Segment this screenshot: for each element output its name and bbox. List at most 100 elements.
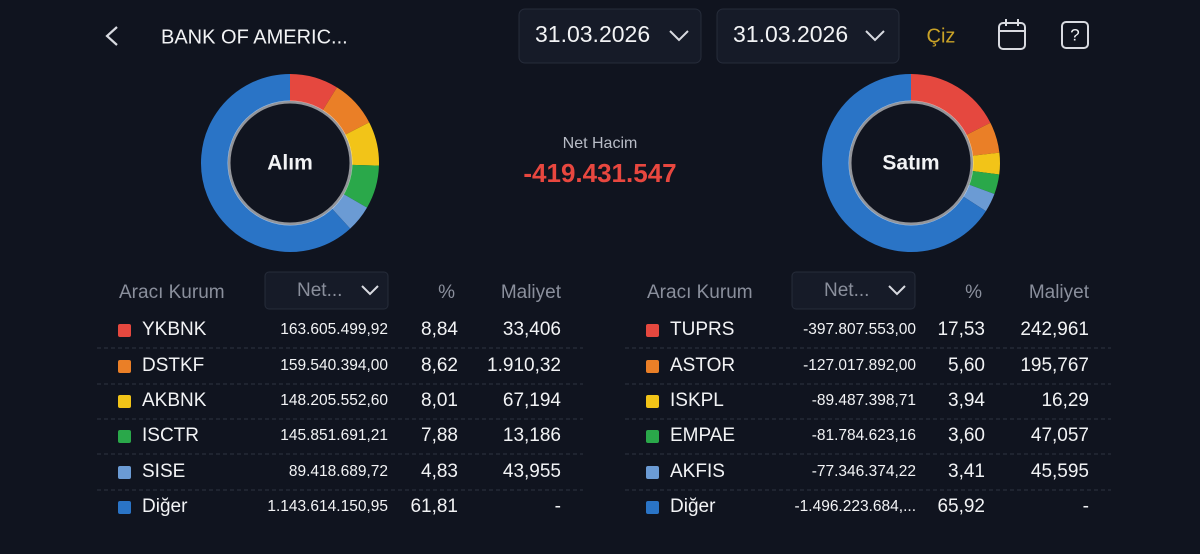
color-swatch — [118, 324, 131, 337]
color-swatch — [646, 466, 659, 479]
end-date-picker[interactable] — [716, 8, 900, 64]
percent: 3,60 — [948, 425, 985, 446]
percent: 3,94 — [948, 390, 985, 411]
net-value: -81.784.623,16 — [812, 427, 916, 444]
broker-name: DSTKF — [142, 355, 204, 376]
net-value: 148.205.552,60 — [280, 392, 388, 409]
cost: 16,29 — [1041, 390, 1089, 411]
color-swatch — [118, 501, 131, 514]
percent: 61,81 — [410, 496, 458, 517]
donut-segment — [343, 164, 379, 208]
cost: 45,595 — [1031, 461, 1089, 482]
percent: 8,62 — [421, 355, 458, 376]
broker-name: TUPRS — [670, 319, 734, 340]
percent: 65,92 — [937, 496, 985, 517]
broker-name: ISCTR — [142, 425, 199, 446]
broker-name: ASTOR — [670, 355, 735, 376]
cost: 13,186 — [503, 425, 561, 446]
column-header: % — [965, 282, 982, 303]
color-swatch — [118, 466, 131, 479]
broker-name: ISKPL — [670, 390, 724, 411]
net-value: 159.540.394,00 — [280, 357, 388, 374]
column-header: Net... — [297, 280, 342, 301]
broker-name: Diğer — [670, 496, 716, 517]
percent: 8,01 — [421, 390, 458, 411]
percent: 4,83 — [421, 461, 458, 482]
column-header: Aracı Kurum — [119, 282, 225, 303]
cost: 47,057 — [1031, 425, 1089, 446]
sort-dropdown[interactable] — [791, 271, 916, 310]
net-value: -77.346.374,22 — [812, 463, 916, 480]
net-value: -89.487.398,71 — [812, 392, 916, 409]
color-swatch — [646, 430, 659, 443]
net-value: -1.496.223.684,... — [794, 498, 916, 515]
donut-segment — [344, 122, 379, 166]
cost: - — [1083, 496, 1089, 517]
color-swatch — [646, 501, 659, 514]
broker-name: YKBNK — [142, 319, 207, 340]
calendar-button[interactable] — [998, 19, 1026, 50]
cost: 67,194 — [503, 390, 562, 411]
net-volume-label: Net Hacim — [563, 135, 638, 152]
color-swatch — [118, 430, 131, 443]
column-header: Net... — [824, 280, 869, 301]
donut-segment — [289, 74, 337, 111]
help-icon: ? — [1070, 25, 1079, 44]
color-swatch — [118, 360, 131, 373]
cost: 242,961 — [1020, 319, 1089, 340]
donut-title: Alım — [267, 152, 313, 175]
broker-name: SISE — [142, 461, 185, 482]
broker-name: AKBNK — [142, 390, 207, 411]
broker-name: Diğer — [142, 496, 188, 517]
percent: 17,53 — [937, 319, 985, 340]
broker-name: EMPAE — [670, 425, 735, 446]
donut-inner-ring — [848, 100, 974, 226]
percent: 7,88 — [421, 425, 458, 446]
help-button[interactable]: ? — [1061, 21, 1089, 49]
start-date: 31.03.2026 — [535, 21, 650, 47]
donut-title: Satım — [882, 152, 939, 175]
cost: 33,406 — [503, 319, 561, 340]
chevron — [669, 30, 689, 42]
back-button[interactable] — [105, 26, 118, 46]
end-date: 31.03.2026 — [733, 21, 848, 47]
draw-button[interactable]: Çiz — [927, 25, 956, 47]
cost: 195,767 — [1020, 355, 1089, 376]
broker-name: AKFIS — [670, 461, 725, 482]
chevron — [888, 285, 906, 296]
column-header: Maliyet — [1029, 282, 1090, 303]
net-value: -127.017.892,00 — [803, 357, 916, 374]
donut-segment — [962, 184, 995, 212]
chevron — [865, 30, 885, 42]
column-header: % — [438, 282, 455, 303]
column-header: Aracı Kurum — [647, 282, 753, 303]
donut-segment — [322, 87, 370, 136]
percent: 5,60 — [948, 355, 985, 376]
column-header: Maliyet — [501, 282, 562, 303]
color-swatch — [646, 395, 659, 408]
page-title: BANK OF AMERIC... — [161, 26, 348, 48]
cost: 43,955 — [503, 461, 561, 482]
net-value: 163.605.499,92 — [280, 321, 388, 338]
percent: 3,41 — [948, 461, 985, 482]
net-volume-value: -419.431.547 — [523, 158, 676, 188]
donut-segment — [201, 74, 351, 252]
donut-segment — [331, 193, 368, 229]
chevron — [361, 285, 379, 296]
net-value: -397.807.553,00 — [803, 321, 916, 338]
cost: - — [555, 496, 561, 517]
donut-segment — [966, 122, 1000, 157]
net-value: 145.851.691,21 — [280, 427, 388, 444]
sort-dropdown[interactable] — [264, 271, 389, 310]
color-swatch — [646, 324, 659, 337]
percent: 8,84 — [421, 319, 458, 340]
color-swatch — [118, 395, 131, 408]
donut-inner-ring — [227, 100, 353, 226]
start-date-picker[interactable] — [518, 8, 702, 64]
donut-segment — [910, 74, 991, 136]
donut-segment — [822, 74, 986, 252]
donut-segment — [972, 152, 1000, 175]
net-value: 1.143.614.150,95 — [267, 498, 388, 515]
net-value: 89.418.689,72 — [289, 463, 388, 480]
